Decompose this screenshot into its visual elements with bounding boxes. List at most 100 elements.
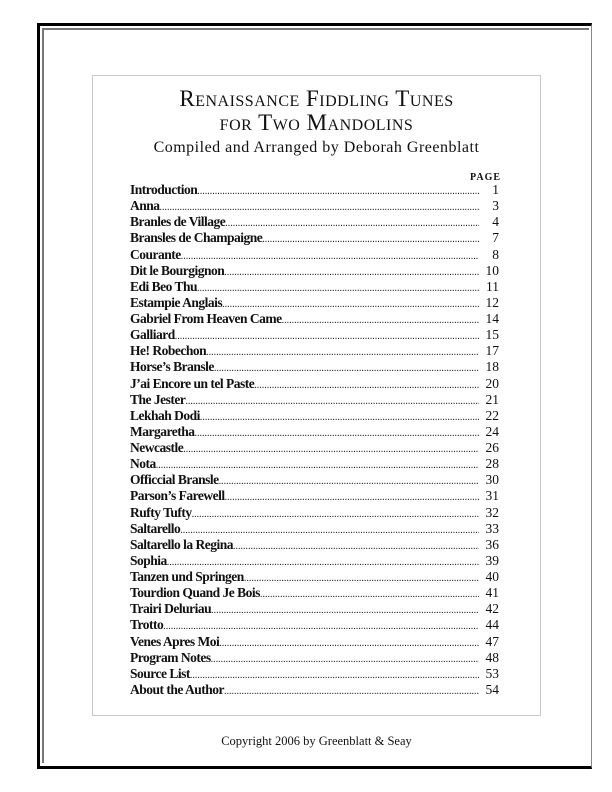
toc-entry[interactable]: Gabriel From Heaven Came 14	[130, 311, 499, 327]
dot-leader	[181, 249, 479, 265]
toc-entry[interactable]: Saltarello la Regina 36	[130, 537, 499, 553]
toc-entry[interactable]: J’ai Encore un tel Paste 20	[130, 376, 499, 392]
toc-entry[interactable]: Saltarello 33	[130, 521, 499, 537]
toc-entry-title: Trotto	[130, 617, 164, 633]
toc-entry-title: Edi Beo Thu	[130, 278, 198, 294]
toc-entry[interactable]: Newcastle 26	[130, 440, 499, 456]
toc-entry-page: 20	[485, 375, 500, 391]
dot-leader	[254, 378, 479, 394]
dot-leader	[197, 281, 479, 297]
toc-entry-page: 8	[492, 246, 499, 262]
toc-entry-title: Introduction	[130, 182, 198, 197]
toc-entry[interactable]: Rufty Tufty 32	[130, 505, 499, 521]
dot-leader	[194, 426, 479, 442]
toc-entry-title: Courante	[130, 246, 181, 262]
dot-leader	[219, 636, 479, 652]
toc-entry[interactable]: Anna 3	[130, 198, 499, 214]
toc-entry-title: Parson’s Farewell	[130, 488, 225, 504]
toc-entry-title: Dit le Bourgignon	[130, 262, 225, 278]
dot-leader	[192, 507, 479, 523]
toc-entry[interactable]: Source List 53	[130, 666, 499, 682]
toc-entry-page: 44	[485, 617, 500, 633]
toc-entry-title: The Jester	[130, 391, 186, 407]
toc-entry[interactable]: Sophia 39	[130, 553, 499, 569]
toc-entry-title: Newcastle	[130, 440, 184, 455]
toc-entry[interactable]: Parson’s Farewell 31	[130, 488, 499, 504]
toc-entry[interactable]: Tanzen und Springen 40	[130, 569, 499, 585]
toc-entry-page: 18	[485, 359, 500, 375]
toc-entry-page: 40	[485, 569, 500, 584]
toc-entry[interactable]: Horse’s Bransle 18	[130, 359, 499, 375]
toc-entry-title: Saltarello	[130, 520, 181, 536]
toc-entry[interactable]: Venes Apres Moi 47	[130, 634, 499, 650]
toc-entry-page: 47	[485, 633, 500, 649]
toc-entry-page: 4	[492, 214, 499, 230]
dot-leader	[224, 265, 479, 281]
toc-entry-title: Margaretha	[130, 423, 195, 439]
toc-entry[interactable]: About the Author 54	[130, 682, 499, 698]
dot-leader	[219, 474, 479, 490]
page-border-inner	[42, 28, 589, 763]
subtitle: Compiled and Arranged by Deborah Greenbl…	[153, 139, 480, 156]
toc-entry[interactable]: Margaretha 24	[130, 424, 499, 440]
toc-entry[interactable]: Dit le Bourgignon 10	[130, 263, 499, 279]
toc-entry-title: Sophia	[130, 552, 167, 568]
toc-entry-title: Officcial Bransle	[130, 472, 219, 488]
dot-leader	[282, 313, 479, 329]
toc-entry[interactable]: The Jester 21	[130, 392, 499, 408]
toc-entry-title: Lekhah Dodi	[130, 407, 200, 423]
toc-entry-page: 31	[485, 488, 500, 504]
toc-entry[interactable]: Estampie Anglais 12	[130, 295, 499, 311]
toc-entry-title: J’ai Encore un tel Paste	[130, 375, 255, 391]
toc-entry[interactable]: Branles de Village 4	[130, 214, 499, 230]
toc-entry-page: 17	[485, 343, 500, 359]
toc-entry-title: Galliard	[130, 327, 175, 343]
toc-entry-title: About the Author	[130, 681, 225, 697]
dot-leader	[244, 571, 479, 587]
toc-entry-page: 33	[485, 520, 500, 536]
toc-entry[interactable]: Edi Beo Thu 11	[130, 279, 499, 295]
toc-entry[interactable]: Tourdion Quand Je Bois 41	[130, 585, 499, 601]
page-border	[37, 23, 592, 769]
cover-frame	[92, 75, 541, 716]
toc-entry-page: 24	[485, 423, 500, 439]
toc-entry[interactable]: Program Notes 48	[130, 650, 499, 666]
toc-entry-page: 12	[485, 294, 500, 310]
dot-leader	[206, 345, 479, 361]
dot-leader	[262, 232, 479, 248]
toc-entry-page: 53	[485, 665, 500, 681]
page-column-header: PAGE	[470, 172, 502, 183]
toc-entry-page: 32	[485, 504, 500, 520]
toc-entry[interactable]: Lekhah Dodi 22	[130, 408, 499, 424]
toc-entry-title: Gabriel From Heaven Came	[130, 311, 282, 326]
toc-entry-title: Trairi Deluriau	[130, 601, 212, 617]
toc-entry[interactable]: Introduction 1	[130, 182, 499, 198]
toc-entry-page: 39	[485, 552, 500, 568]
toc-entry-page: 10	[485, 262, 500, 278]
toc-entry[interactable]: Officcial Bransle 30	[130, 472, 499, 488]
toc-entry-page: 14	[485, 311, 500, 326]
dot-leader	[233, 539, 479, 555]
toc-entry-title: Tourdion Quand Je Bois	[130, 585, 260, 601]
toc-entry-page: 3	[492, 198, 499, 214]
toc-entry[interactable]: Nota 28	[130, 456, 499, 472]
dot-leader	[224, 684, 479, 700]
toc-entry-page: 1	[492, 182, 499, 197]
toc-entry[interactable]: Courante 8	[130, 247, 499, 263]
dot-leader	[175, 329, 479, 345]
dot-leader	[211, 603, 479, 619]
toc-entry[interactable]: Trotto 44	[130, 617, 499, 633]
title-line-2: for Two Mandolins	[219, 110, 414, 135]
toc-entry-title: He! Robechon	[130, 343, 207, 359]
dot-leader	[225, 490, 479, 506]
toc-entry-title: Horse’s Bransle	[130, 359, 214, 375]
dot-leader	[211, 652, 479, 668]
toc-entry[interactable]: He! Robechon 17	[130, 343, 499, 359]
dot-leader	[190, 668, 479, 684]
dot-leader	[200, 410, 479, 426]
toc-entry[interactable]: Trairi Deluriau 42	[130, 601, 499, 617]
toc-entry-title: Anna	[130, 198, 160, 214]
toc-entry[interactable]: Bransles de Champaigne 7	[130, 230, 499, 246]
toc-entry[interactable]: Galliard 15	[130, 327, 499, 343]
